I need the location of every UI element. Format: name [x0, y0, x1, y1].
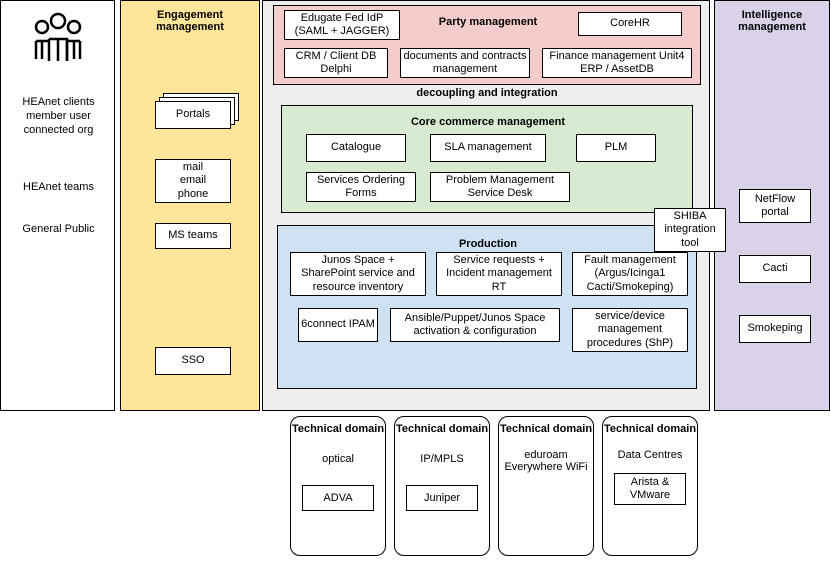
left-column: HEAnet clients member user connected org…	[0, 0, 115, 411]
sof-box: Services Ordering Forms	[306, 172, 416, 202]
junos-box: Junos Space + SharePoint service and res…	[290, 252, 426, 296]
juniper-box: Juniper	[406, 485, 478, 511]
procedures-box: service/device management procedures (Sh…	[572, 308, 688, 352]
intelligence-panel: Intelligence management NetFlow portal C…	[714, 0, 830, 411]
tech-title-1: Technical domain	[292, 423, 384, 435]
docs-box: documents and contracts management	[400, 48, 530, 78]
tech-dc-label: Data Centres	[618, 449, 683, 461]
catalogue-box: Catalogue	[306, 134, 406, 162]
fault-box: Fault management (Argus/Icinga1 Cacti/Sm…	[572, 252, 688, 296]
production-panel: Production Junos Space + SharePoint serv…	[277, 225, 697, 389]
adva-box: ADVA	[302, 485, 374, 511]
portals-box: Portals	[155, 101, 231, 129]
edugate-box: Edugate Fed IdP (SAML + JAGGER)	[284, 10, 400, 40]
tech-title-2: Technical domain	[396, 423, 488, 435]
tech-optical-label: optical	[322, 453, 354, 465]
production-title: Production	[278, 230, 698, 250]
tech-ipmpls-label: IP/MPLS	[420, 453, 463, 465]
plm-box: PLM	[576, 134, 656, 162]
cacti-box: Cacti	[739, 255, 811, 283]
public-label: General Public	[7, 223, 110, 235]
engagement-panel: Engagement management Portals mail email…	[120, 0, 260, 411]
finance-box: Finance management Unit4 ERP / AssetDB	[542, 48, 692, 78]
decoupling-label: decoupling and integration	[263, 87, 711, 99]
tech-eduroam-label: eduroam Everywhere WiFi	[499, 449, 593, 473]
people-icon	[29, 11, 87, 66]
intelligence-title: Intelligence management	[715, 1, 829, 33]
core-panel: Core commerce management Catalogue SLA m…	[281, 105, 693, 213]
core-title: Core commerce management	[282, 108, 694, 128]
party-panel: Party management Edugate Fed IdP (SAML +…	[273, 5, 701, 85]
arista-box: Arista & VMware	[614, 473, 686, 505]
problem-box: Problem Management Service Desk	[430, 172, 570, 202]
ansible-box: Ansible/Puppet/Junos Space activation & …	[390, 308, 560, 342]
tech-optical: Technical domain optical ADVA	[290, 416, 386, 556]
ipam-box: 6connect IPAM	[298, 308, 378, 342]
crm-box: CRM / Client DB Delphi	[284, 48, 388, 78]
clients-label: HEAnet clients member user connected org	[7, 96, 110, 137]
netflow-box: NetFlow portal	[739, 189, 811, 223]
middle-panel: Party management Edugate Fed IdP (SAML +…	[262, 0, 710, 411]
tech-ipmpls: Technical domain IP/MPLS Juniper	[394, 416, 490, 556]
mail-box: mail email phone	[155, 159, 231, 203]
shiba-box: SHIBA integration tool	[654, 208, 726, 252]
corehr-box: CoreHR	[578, 12, 682, 36]
tech-eduroam: Technical domain eduroam Everywhere WiFi	[498, 416, 594, 556]
tech-dc: Technical domain Data Centres Arista & V…	[602, 416, 698, 556]
sso-box: SSO	[155, 347, 231, 375]
tech-title-4: Technical domain	[604, 423, 696, 435]
sla-box: SLA management	[430, 134, 546, 162]
party-title: Party management	[410, 8, 566, 28]
teams-label: HEAnet teams	[7, 181, 110, 193]
smokeping-box: Smokeping	[739, 315, 811, 343]
msteams-box: MS teams	[155, 223, 231, 249]
engagement-title: Engagement management	[121, 1, 259, 33]
servicereq-box: Service requests + Incident management R…	[436, 252, 562, 296]
tech-title-3: Technical domain	[500, 423, 592, 435]
